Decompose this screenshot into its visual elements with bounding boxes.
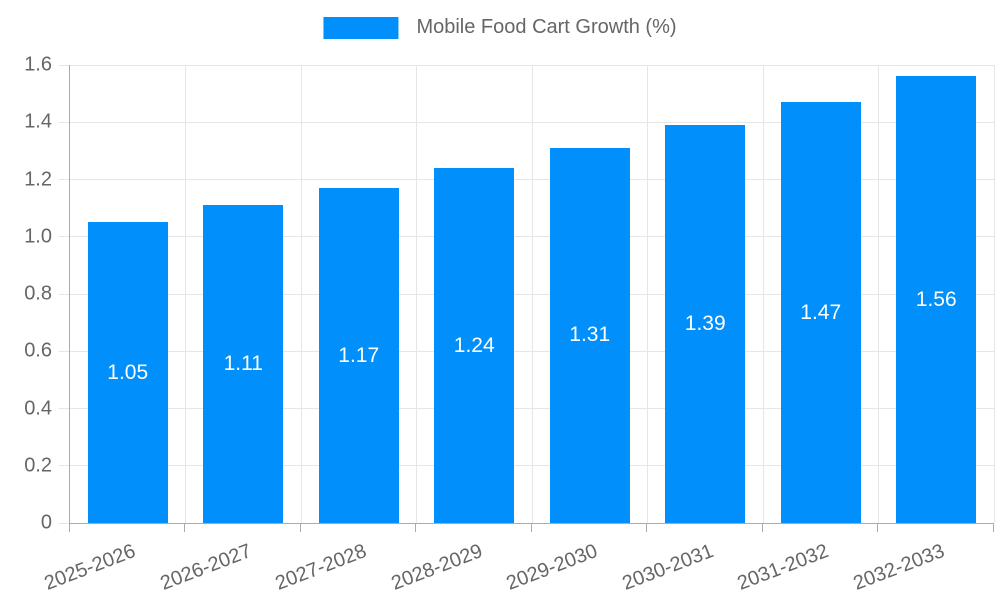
y-tick (59, 179, 69, 180)
bar: 1.31 (549, 148, 630, 523)
x-gridline (993, 65, 995, 523)
bar-value-label: 1.24 (453, 333, 495, 357)
y-tick (59, 408, 69, 409)
y-tick-label: 0 (40, 511, 52, 534)
plot-area: 1.05 1.11 1.17 1.24 1.31 1.39 1.47 1.56 (69, 64, 995, 524)
bar: 1.39 (665, 125, 746, 523)
bar: 1.11 (203, 205, 284, 523)
y-tick-label: 0.2 (24, 454, 52, 477)
x-tick (646, 524, 647, 532)
x-tick (761, 524, 763, 532)
y-tick-label: 1.6 (24, 53, 52, 76)
bar: 1.56 (896, 76, 977, 523)
x-gridline (762, 65, 764, 523)
y-tick (59, 350, 69, 352)
bar-value-label: 1.56 (915, 287, 957, 311)
x-gridline (531, 65, 533, 523)
x-tick (68, 524, 70, 532)
x-gridline (416, 65, 417, 523)
x-tick (415, 524, 416, 532)
x-tick (877, 524, 878, 532)
x-tick (299, 524, 301, 532)
bar-value-label: 1.39 (684, 312, 726, 336)
x-tick-label: 2032-2033 (849, 540, 948, 595)
y-tick (59, 236, 69, 238)
x-tick (184, 524, 185, 532)
bar-value-label: 1.47 (800, 300, 842, 324)
y-tick-label: 0.4 (24, 397, 52, 419)
legend-swatch (323, 16, 399, 39)
x-gridline (300, 65, 302, 523)
bar-value-label: 1.05 (107, 360, 149, 384)
x-tick-label: 2031-2032 (734, 540, 832, 595)
y-tick (59, 293, 69, 295)
x-tick (530, 524, 532, 532)
x-tick-label: 2028-2029 (387, 540, 486, 595)
legend-label: Mobile Food Cart Growth (%) (416, 16, 677, 38)
x-gridline (185, 65, 186, 523)
bar: 1.17 (318, 188, 399, 523)
x-tick (992, 524, 994, 532)
y-tick-label: 0.6 (24, 339, 52, 362)
y-tick (59, 121, 69, 123)
x-tick-label: 2025-2026 (41, 540, 139, 595)
y-tick-label: 1.2 (24, 168, 52, 190)
x-gridline (878, 65, 879, 523)
bar: 1.05 (87, 222, 168, 523)
x-gridline (647, 65, 648, 523)
bar: 1.24 (434, 168, 515, 523)
x-tick-label: 2029-2030 (503, 540, 601, 595)
x-tick-label: 2026-2027 (156, 540, 255, 595)
bar: 1.47 (780, 102, 861, 523)
bar-value-label: 1.11 (223, 352, 263, 376)
y-tick (59, 64, 69, 66)
x-tick-label: 2030-2031 (618, 540, 717, 595)
y-tick (59, 465, 69, 467)
y-tick-label: 1.4 (24, 110, 52, 133)
x-tick-label: 2027-2028 (272, 540, 370, 595)
bar-value-label: 1.31 (569, 323, 611, 347)
y-tick-label: 0.8 (24, 282, 52, 305)
bar-value-label: 1.17 (338, 343, 380, 367)
y-tick (59, 522, 69, 524)
legend[interactable]: Mobile Food Cart Growth (%) (323, 16, 677, 39)
y-tick-label: 1.0 (24, 225, 52, 248)
